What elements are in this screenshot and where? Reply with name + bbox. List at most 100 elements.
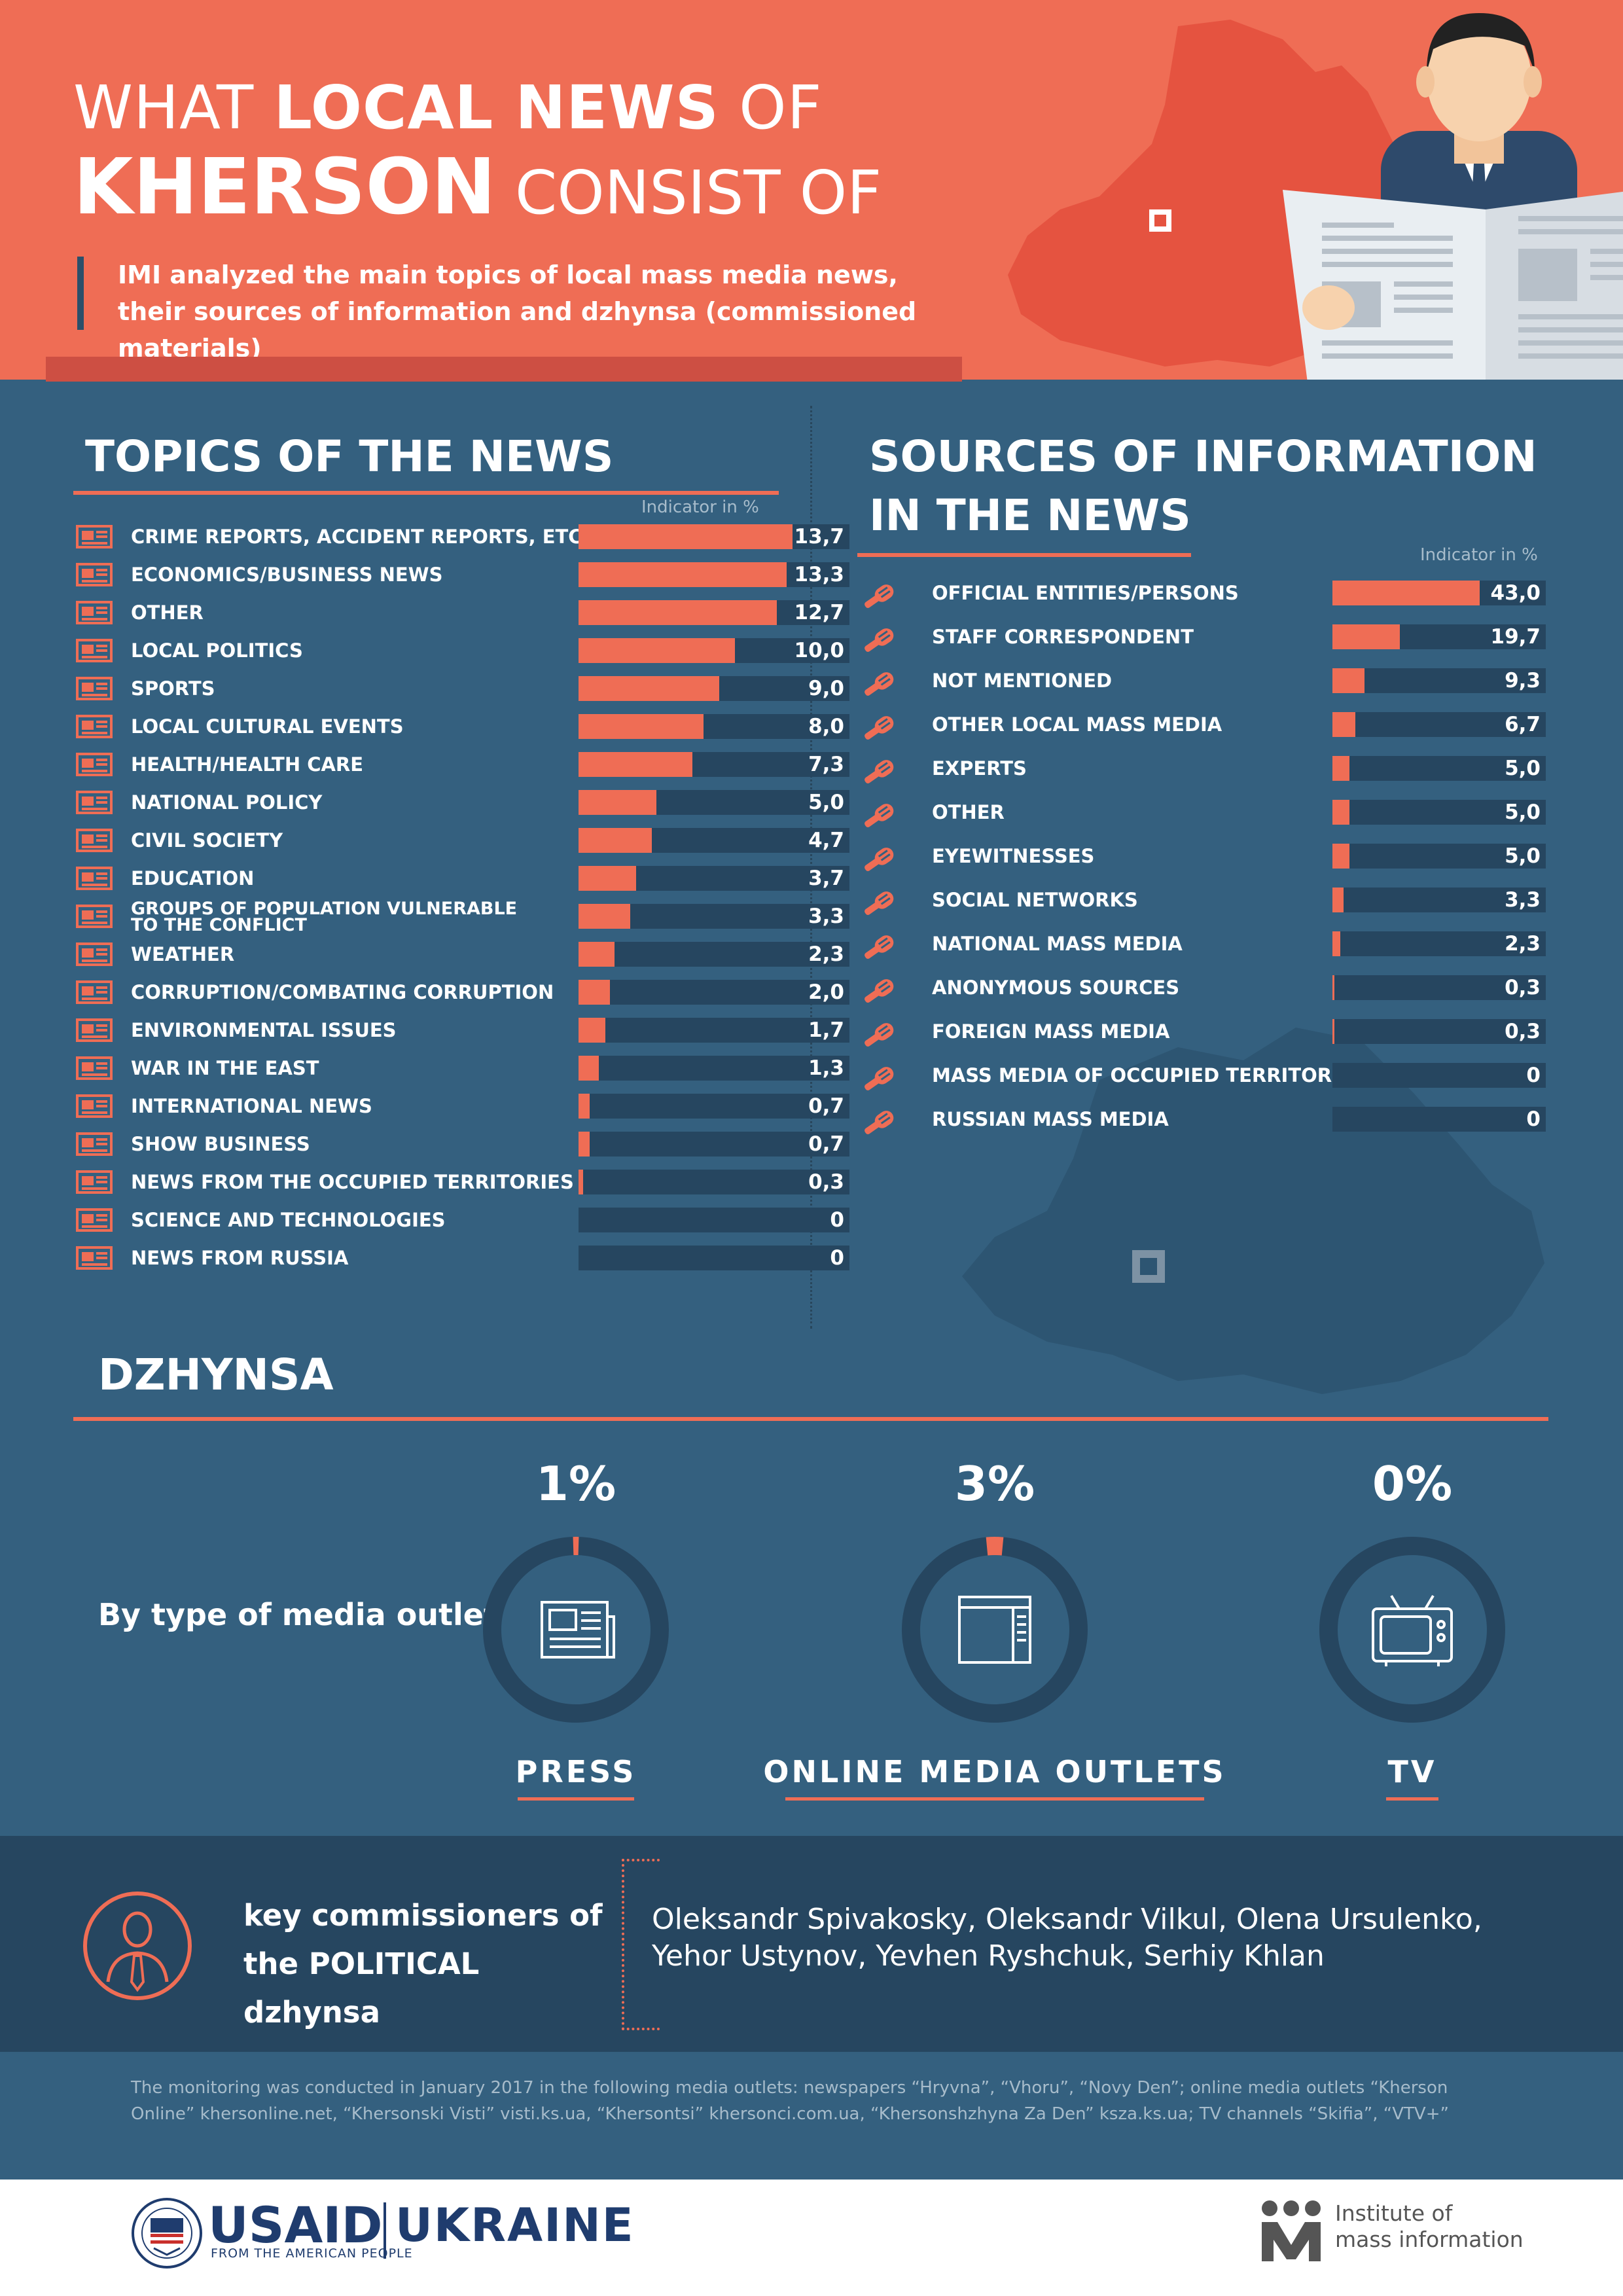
tv-icon [1372,1594,1453,1666]
newspaper-icon [76,1094,113,1121]
source-row: NOT MENTIONED 9,3 [860,665,1547,696]
bar-value-label: 3,3 [1505,888,1541,912]
bar-value-label: 0 [830,1208,844,1232]
logo-separator [383,2202,386,2259]
bar-value-label: 9,3 [1505,669,1541,692]
bar-category-label: NEWS FROM THE OCCUPIED TERRITORIES [131,1171,574,1193]
bar-value-label: 5,0 [1505,757,1541,780]
commissioners-band [0,1836,1623,2052]
bar-value-label: 8,0 [808,715,844,738]
bar-category-label: CRIME REPORTS, ACCIDENT REPORTS, ETC. [131,526,590,548]
bar-track: 0 [1332,1063,1546,1088]
topic-row: NEWS FROM RUSSIA 0 [76,1242,849,1274]
monitoring-footnote: The monitoring was conducted in January … [131,2078,1449,2124]
topic-row: ENVIRONMENTAL ISSUES 1,7 [76,1014,849,1046]
source-row: NATIONAL MASS MEDIA 2,3 [860,928,1547,960]
person-tie-icon [83,1892,192,2000]
dzhynsa-percent: 3% [954,1456,1035,1511]
bar-value-label: 5,0 [1505,800,1541,824]
bar-category-label: LOCAL CULTURAL EVENTS [131,715,404,738]
microphone-icon [860,713,910,748]
newspaper-icon [76,753,113,779]
donut-slice [986,1537,1004,1556]
newspaper-icon [76,639,113,665]
bar-value-label: 3,7 [808,867,844,890]
dzhynsa-outlet-underline [518,1797,634,1801]
source-row: OFFICIAL ENTITIES/PERSONS 43,0 [860,577,1547,609]
bar [579,638,735,663]
bar-value-label: 0,3 [808,1170,844,1194]
by-type-label: By type of media outlet [98,1597,498,1632]
sources-title-line2: IN THE NEWS [869,490,1191,541]
bar-value-label: 0 [830,1246,844,1270]
imi-logo-icon [1262,2200,1321,2261]
bar [579,524,793,549]
bar-value-label: 4,7 [808,829,844,852]
microphone-icon [860,844,910,880]
bar-category-label: EXPERTS [932,757,1027,780]
bar-track: 6,7 [1332,712,1546,737]
topic-row: CIVIL SOCIETY 4,7 [76,825,849,856]
usaid-logo-text: USAID [208,2196,383,2254]
bar [579,1056,599,1081]
topic-row: GROUPS OF POPULATION VULNERABLE TO THE C… [76,900,849,934]
bar-category-label: SPORTS [131,677,215,700]
source-row: STAFF CORRESPONDENT 19,7 [860,621,1547,653]
newspaper-icon [76,905,113,931]
bar-track: 13,3 [579,562,849,587]
donut-ring [902,1537,1088,1723]
microphone-icon [860,1020,910,1055]
bar-category-label: ECONOMICS/BUSINESS NEWS [131,564,443,586]
dzhynsa-outlet-label: TV [1387,1754,1437,1789]
bar [1332,712,1356,737]
bar-value-label: 7,3 [808,753,844,776]
source-row: MASS MEDIA OF OCCUPIED TERRITORIES 0 [860,1060,1547,1091]
bar-track: 0 [579,1208,849,1232]
newspaper-icon [76,563,113,589]
bar-track: 5,0 [1332,800,1546,825]
newspaper-icon [541,1601,615,1659]
bar-track: 0,7 [579,1094,849,1119]
usaid-tagline: FROM THE AMERICAN PEOPLE [211,2246,413,2261]
dzhynsa-donut [1319,1537,1505,1723]
page-title-line1: WHAT LOCAL NEWS OF [73,73,823,143]
newspaper-icon [76,1246,113,1272]
bar-category-label: NEWS FROM RUSSIA [131,1247,349,1269]
newspaper-icon [76,942,113,969]
bar-value-label: 10,0 [794,639,845,662]
bar-value-label: 0,3 [1505,976,1541,999]
newspaper-icon [76,601,113,627]
bar-category-label: EYEWITNESSES [932,845,1095,867]
bar [579,562,787,587]
bar [579,866,637,891]
microphone-icon [860,1107,910,1143]
microphone-icon [860,1064,910,1099]
bar [579,676,719,701]
source-row: FOREIGN MASS MEDIA 0,3 [860,1016,1547,1047]
dzhynsa-percent: 1% [535,1456,616,1511]
bar-category-label: ENVIRONMENTAL ISSUES [131,1019,397,1041]
topic-row: NEWS FROM THE OCCUPIED TERRITORIES 0,3 [76,1166,849,1198]
bar-value-label: 5,0 [1505,844,1541,868]
source-row: EXPERTS 5,0 [860,753,1547,784]
source-row: EYEWITNESSES 5,0 [860,840,1547,872]
dzhynsa-donut [483,1537,669,1723]
bar-track: 12,7 [579,600,849,625]
newspaper-icon [76,715,113,741]
topic-row: CRIME REPORTS, ACCIDENT REPORTS, ETC. 13,… [76,521,849,552]
bar-category-label: INTERNATIONAL NEWS [131,1095,372,1117]
sources-indicator-label: Indicator in % [1420,545,1538,565]
topics-indicator-label: Indicator in % [641,497,759,517]
sources-underline [857,553,1191,557]
microphone-icon [860,976,910,1011]
bar-category-label: NOT MENTIONED [932,670,1113,692]
bar-value-label: 0,3 [1505,1020,1541,1043]
source-row: SOCIAL NETWORKS 3,3 [860,884,1547,916]
dzhynsa-outlet-underline [785,1797,1204,1801]
dzhynsa-outlet-underline [1386,1797,1438,1801]
bar-value-label: 2,0 [808,980,844,1004]
source-row: OTHER 5,0 [860,797,1547,828]
bar [1332,888,1344,912]
bar-value-label: 43,0 [1490,581,1541,605]
microphone-icon [860,669,910,704]
